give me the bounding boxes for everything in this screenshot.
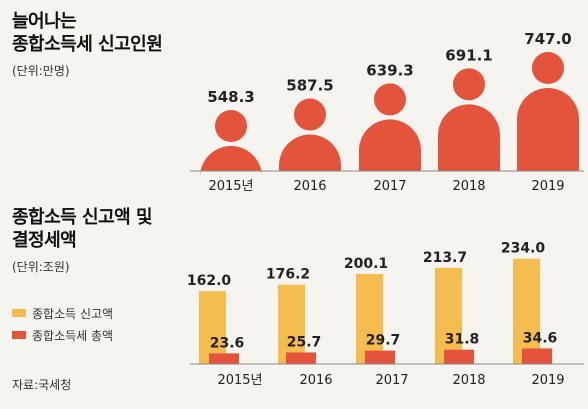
legend-label-income: 종합소득 신고액: [32, 306, 114, 321]
chart-taxpayers-plot: 548.3 2015년 587.5 2016 639.3 2017 691.1 2018 747…: [190, 30, 584, 194]
unit-label: (단위:만명): [12, 64, 70, 78]
legend-item-tax: 종합소득세 총액: [12, 324, 113, 346]
value-label-tax: 31.8: [445, 332, 480, 348]
person-bar-head: [532, 52, 564, 84]
chart-title: 늘어나는 종합소득세 신고인원: [12, 10, 163, 56]
legend-swatch-tax: [12, 331, 26, 339]
person-bar-head: [215, 110, 247, 142]
unit-label: (단위:조원): [12, 260, 70, 274]
bar-income: [513, 258, 540, 364]
person-bar-head: [453, 68, 485, 101]
person-bar-body: [200, 146, 262, 177]
bar-tax: [286, 352, 316, 364]
person-bar-head: [374, 83, 406, 116]
value-label-income: 162.0: [187, 273, 232, 289]
legend-swatch-income: [12, 309, 26, 317]
person-bar-head: [294, 98, 326, 131]
chart-title-line1: 종합소득 신고액 및: [12, 207, 153, 228]
chart-title-line2: 종합소득세 신고인원: [12, 34, 163, 55]
x-tick-label: 2017: [373, 179, 406, 194]
x-tick-label: 2018: [452, 373, 485, 388]
bar-income: [199, 291, 226, 364]
value-label-income: 176.2: [266, 267, 310, 283]
value-label: 691.1: [445, 46, 492, 64]
source-note: 자료:국세청: [12, 378, 72, 392]
x-tick-label: 2015년: [217, 373, 262, 388]
value-label-tax: 23.6: [210, 335, 245, 351]
chart-income-tax: 종합소득 신고액 및 결정세액 (단위:조원) 종합소득 신고액 종합소득세 총…: [0, 196, 588, 409]
x-tick-label: 2019: [531, 373, 564, 388]
value-label-income: 213.7: [423, 250, 467, 266]
x-tick-label: 2019: [531, 179, 564, 194]
chart-income-tax-plot: 162.0 176.2 200.1 213.7 234.0 23.6 25.7 29.7 31.…: [187, 241, 584, 388]
chart-title-line2: 결정세액: [12, 230, 77, 251]
bar-income: [435, 267, 462, 364]
chart-title-line1: 늘어나는: [12, 11, 77, 32]
value-label-tax: 25.7: [287, 334, 322, 350]
legend-item-income: 종합소득 신고액: [12, 302, 113, 324]
value-label-income: 234.0: [501, 241, 546, 257]
value-label: 548.3: [207, 88, 254, 106]
bar-tax: [522, 348, 552, 364]
bar-income: [278, 284, 305, 364]
chart-taxpayers: 늘어나는 종합소득세 신고인원 (단위:만명) 548.3 2015년 587.5 2…: [0, 0, 588, 200]
person-bar-body: [279, 134, 341, 171]
value-label: 639.3: [366, 61, 413, 79]
person-bar-body: [438, 104, 500, 171]
legend: 종합소득 신고액 종합소득세 총액: [12, 302, 113, 346]
x-tick-label: 2016: [293, 179, 326, 194]
bar-tax: [365, 350, 395, 364]
value-label: 587.5: [286, 77, 333, 95]
chart-title: 종합소득 신고액 및 결정세액: [12, 206, 153, 252]
legend-label-tax: 종합소득세 총액: [32, 328, 114, 343]
person-bar-body: [517, 88, 579, 171]
value-label-tax: 34.6: [523, 330, 558, 346]
bar-tax: [444, 349, 474, 364]
x-tick-label: 2015년: [208, 179, 253, 194]
x-tick-label: 2018: [452, 179, 485, 194]
value-label-tax: 29.7: [366, 333, 401, 349]
value-label: 747.0: [524, 30, 571, 48]
value-label-income: 200.1: [344, 256, 388, 272]
x-tick-label: 2017: [375, 373, 408, 388]
x-tick-label: 2016: [299, 373, 332, 388]
person-bar-body: [359, 119, 421, 171]
bar-income: [356, 273, 383, 364]
bar-tax: [209, 353, 239, 364]
